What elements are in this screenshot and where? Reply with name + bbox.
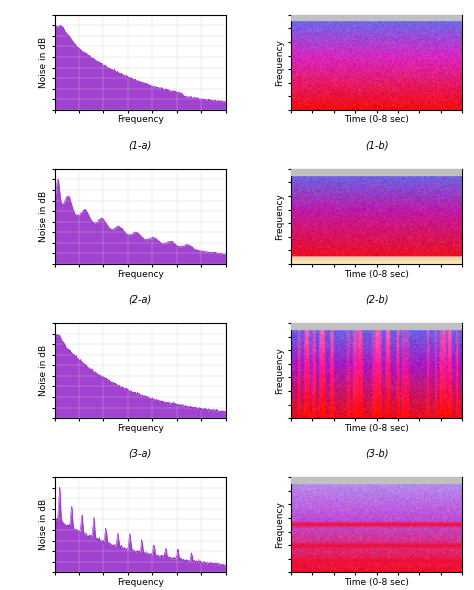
Y-axis label: Frequency: Frequency (275, 502, 284, 548)
Text: (1-a): (1-a) (128, 140, 152, 150)
Text: (2-b): (2-b) (365, 294, 388, 304)
Bar (291, 15, 462, 21)
X-axis label: Frequency: Frequency (117, 578, 164, 587)
Text: (3-b): (3-b) (365, 449, 388, 458)
Bar (291, 323, 462, 329)
Bar (291, 477, 462, 483)
X-axis label: Time (0-8 sec): Time (0-8 sec) (344, 424, 409, 432)
Y-axis label: Noise in dB: Noise in dB (38, 345, 47, 396)
Bar (291, 169, 462, 175)
X-axis label: Frequency: Frequency (117, 424, 164, 432)
X-axis label: Frequency: Frequency (117, 116, 164, 124)
Y-axis label: Frequency: Frequency (275, 39, 284, 86)
X-axis label: Frequency: Frequency (117, 270, 164, 278)
Text: (1-b): (1-b) (365, 140, 388, 150)
Y-axis label: Noise in dB: Noise in dB (38, 191, 47, 242)
Y-axis label: Noise in dB: Noise in dB (38, 37, 47, 88)
Text: (3-a): (3-a) (128, 449, 152, 458)
Y-axis label: Noise in dB: Noise in dB (38, 499, 47, 550)
Text: (2-a): (2-a) (128, 294, 152, 304)
X-axis label: Time (0-8 sec): Time (0-8 sec) (344, 578, 409, 587)
Y-axis label: Frequency: Frequency (275, 347, 284, 394)
X-axis label: Time (0-8 sec): Time (0-8 sec) (344, 116, 409, 124)
X-axis label: Time (0-8 sec): Time (0-8 sec) (344, 270, 409, 278)
Y-axis label: Frequency: Frequency (275, 193, 284, 240)
